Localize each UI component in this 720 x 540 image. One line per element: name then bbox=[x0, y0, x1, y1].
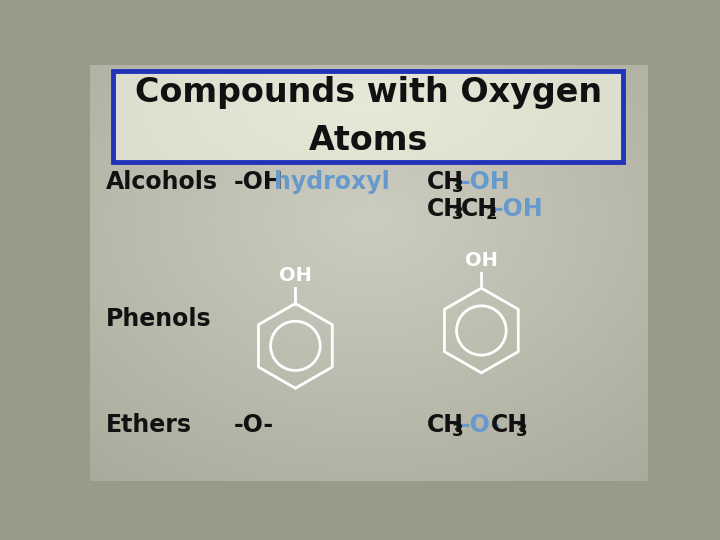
Text: -O-: -O- bbox=[233, 413, 274, 437]
Text: OH: OH bbox=[465, 251, 498, 269]
Text: 3: 3 bbox=[452, 178, 464, 196]
Text: 3: 3 bbox=[452, 422, 464, 440]
Text: -O-: -O- bbox=[461, 413, 500, 437]
Text: CH: CH bbox=[427, 413, 464, 437]
Text: CH: CH bbox=[427, 170, 464, 194]
Text: Phenols: Phenols bbox=[106, 307, 211, 331]
Text: 3: 3 bbox=[516, 422, 527, 440]
Text: Ethers: Ethers bbox=[106, 413, 192, 437]
Text: CH: CH bbox=[427, 197, 464, 221]
Text: Alcohols: Alcohols bbox=[106, 170, 217, 194]
Text: Compounds with Oxygen
Atoms: Compounds with Oxygen Atoms bbox=[135, 76, 602, 157]
Text: CH: CH bbox=[490, 413, 528, 437]
Text: hydroxyl: hydroxyl bbox=[274, 170, 390, 194]
Text: 2: 2 bbox=[486, 205, 498, 223]
Text: -OH: -OH bbox=[461, 170, 510, 194]
Text: -OH: -OH bbox=[233, 170, 283, 194]
Text: 3: 3 bbox=[452, 205, 464, 223]
Text: OH: OH bbox=[279, 266, 312, 285]
Text: -OH: -OH bbox=[494, 197, 544, 221]
Text: CH: CH bbox=[462, 197, 498, 221]
